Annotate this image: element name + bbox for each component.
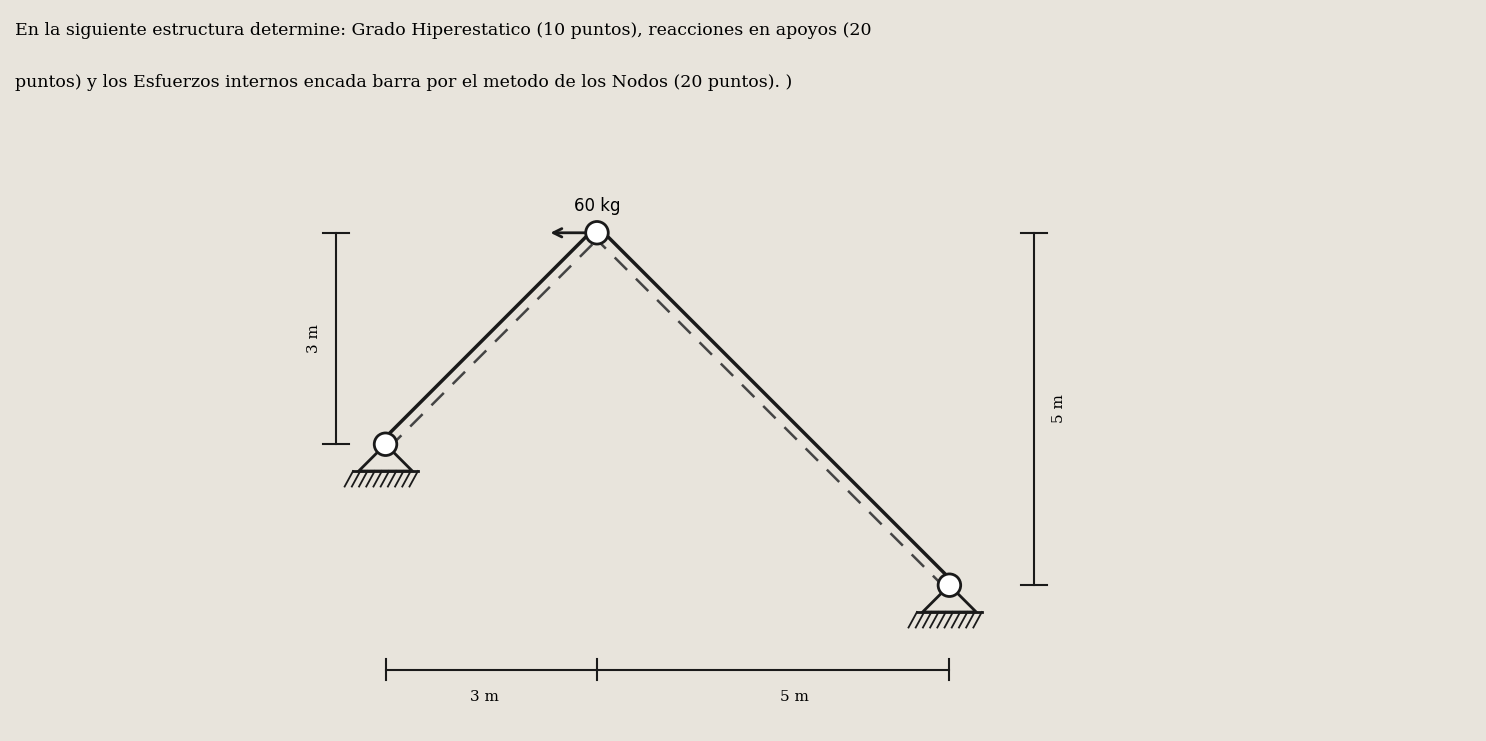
Text: puntos) y los Esfuerzos internos encada barra por el metodo de los Nodos (20 pun: puntos) y los Esfuerzos internos encada … [15,74,792,91]
Text: En la siguiente estructura determine: Grado Hiperestatico (10 puntos), reaccione: En la siguiente estructura determine: Gr… [15,22,871,39]
Text: 5 m: 5 m [780,690,808,703]
Text: 5 m: 5 m [1052,394,1065,423]
Text: 60 kg: 60 kg [574,197,620,215]
Circle shape [585,222,608,244]
Text: 3 m: 3 m [470,690,499,703]
Circle shape [374,433,397,456]
Text: 3 m: 3 m [306,324,321,353]
Circle shape [938,574,960,597]
